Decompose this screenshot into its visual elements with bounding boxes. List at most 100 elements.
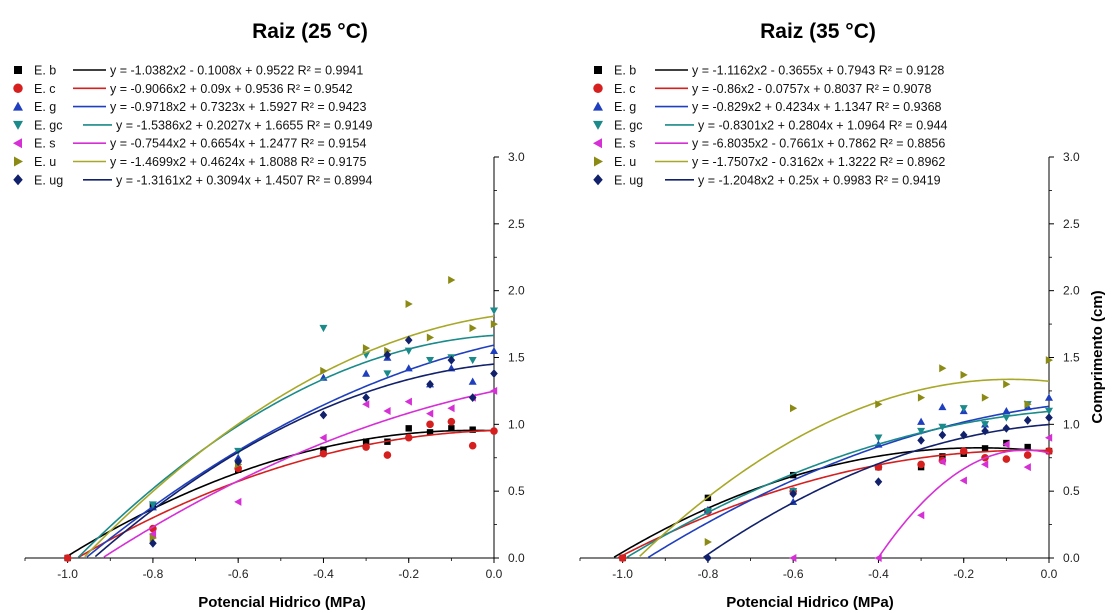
fit-curve <box>618 449 1049 558</box>
fit-curve <box>647 405 1049 558</box>
data-point <box>703 508 712 516</box>
y-tick-label: 0.5 <box>1063 484 1080 498</box>
x-axis-title: Potencial Hidrico (MPa) <box>198 594 366 611</box>
legend-marker <box>13 83 23 94</box>
legend-marker <box>593 120 603 130</box>
data-point <box>1024 443 1031 451</box>
data-point <box>789 554 797 562</box>
data-point <box>1045 447 1053 455</box>
data-point <box>1002 414 1011 422</box>
data-point <box>148 501 157 509</box>
data-point <box>874 554 882 562</box>
data-point <box>1045 393 1053 401</box>
y-tick-label: 2.5 <box>1063 217 1080 231</box>
data-point <box>959 447 968 455</box>
y-tick-label: 1.5 <box>1063 351 1080 365</box>
x-tick-label: -0.8 <box>698 567 719 581</box>
legend-marker <box>13 174 23 186</box>
data-point <box>404 364 413 372</box>
legend-marker <box>13 138 22 149</box>
data-point <box>1002 423 1011 433</box>
y-tick-label: 1.5 <box>508 351 525 365</box>
x-tick-label: -0.6 <box>783 567 804 581</box>
data-point <box>981 393 990 402</box>
y-tick-label: 2.0 <box>508 284 525 298</box>
data-point <box>447 355 456 365</box>
legend-marker <box>594 156 603 167</box>
legend-marker <box>593 174 603 186</box>
fit-curve <box>77 334 494 558</box>
y-tick-label: 2.0 <box>1063 284 1080 298</box>
legend-equation: y = -0.86x2 - 0.0757x + 0.8037 R² = 0.90… <box>692 82 931 96</box>
data-point <box>618 554 627 562</box>
x-tick-label: -0.4 <box>313 567 334 581</box>
legend-series-name: E. b <box>34 64 56 78</box>
data-point <box>404 397 412 406</box>
legend-series-name: E. g <box>34 100 56 114</box>
chart-title: Raiz (25 °C) <box>252 20 368 43</box>
data-point <box>939 364 947 373</box>
data-point <box>490 346 498 355</box>
data-point <box>320 366 328 375</box>
data-point <box>1023 415 1032 425</box>
data-point <box>63 554 72 562</box>
data-point <box>490 307 498 315</box>
data-point <box>938 402 947 411</box>
data-point <box>789 404 798 413</box>
data-point <box>939 453 946 460</box>
data-point <box>320 446 327 453</box>
data-point <box>469 324 477 333</box>
legend-equation: y = -0.9066x2 + 0.09x + 0.9536 R² = 0.95… <box>110 82 353 96</box>
legend-series-name: E. gc <box>614 118 643 132</box>
data-point <box>468 356 477 365</box>
data-point <box>319 324 328 333</box>
y-tick-label: 2.5 <box>508 217 525 231</box>
data-point <box>426 333 435 342</box>
x-tick-label: -0.2 <box>398 567 419 581</box>
legend-series-name: E. u <box>34 155 56 169</box>
legend-series-name: E. gc <box>34 118 63 132</box>
fit-curve <box>65 429 494 558</box>
legend-series-name: E. b <box>614 64 636 78</box>
data-point <box>234 453 243 461</box>
legend-equation: y = -0.9718x2 + 0.7323x + 1.5927 R² = 0.… <box>110 100 366 114</box>
y-tick-label: 0.0 <box>1063 551 1080 565</box>
data-point <box>404 335 413 345</box>
legend-marker <box>13 101 23 111</box>
data-point <box>362 344 371 353</box>
fit-curve <box>84 315 494 558</box>
legend-equation: y = -0.7544x2 + 0.6654x + 1.2477 R² = 0.… <box>110 137 366 151</box>
x-tick-label: -0.6 <box>228 567 249 581</box>
legend-equation: y = -0.8301x2 + 0.2804x + 1.0964 R² = 0.… <box>698 118 948 132</box>
data-point <box>404 433 413 442</box>
legend-marker <box>594 66 602 74</box>
data-point <box>1002 440 1010 449</box>
data-point <box>362 369 371 377</box>
data-point <box>1023 463 1031 472</box>
data-point <box>917 393 926 402</box>
data-point <box>1045 433 1053 442</box>
data-point <box>426 420 434 429</box>
fit-curve <box>77 429 494 558</box>
data-point <box>383 406 391 415</box>
data-point <box>960 370 968 379</box>
data-point <box>938 430 947 440</box>
data-point <box>319 410 328 420</box>
data-point <box>468 377 477 385</box>
data-point <box>426 409 434 418</box>
data-point <box>917 460 925 469</box>
x-tick-label: 0.0 <box>1041 567 1058 581</box>
data-point <box>1045 407 1053 415</box>
legend-series-name: E. s <box>614 137 636 151</box>
fit-curve <box>877 449 1049 558</box>
data-point <box>981 460 989 469</box>
data-point <box>981 426 989 436</box>
legend-equation: y = -1.5386x2 + 0.2027x + 1.6655 R² = 0.… <box>116 118 372 132</box>
data-point <box>319 433 327 442</box>
data-point <box>468 441 477 450</box>
fit-curve <box>703 423 1049 558</box>
data-point <box>148 529 157 538</box>
data-point <box>404 347 413 355</box>
data-point <box>362 400 370 409</box>
legend-series-name: E. ug <box>34 173 63 187</box>
